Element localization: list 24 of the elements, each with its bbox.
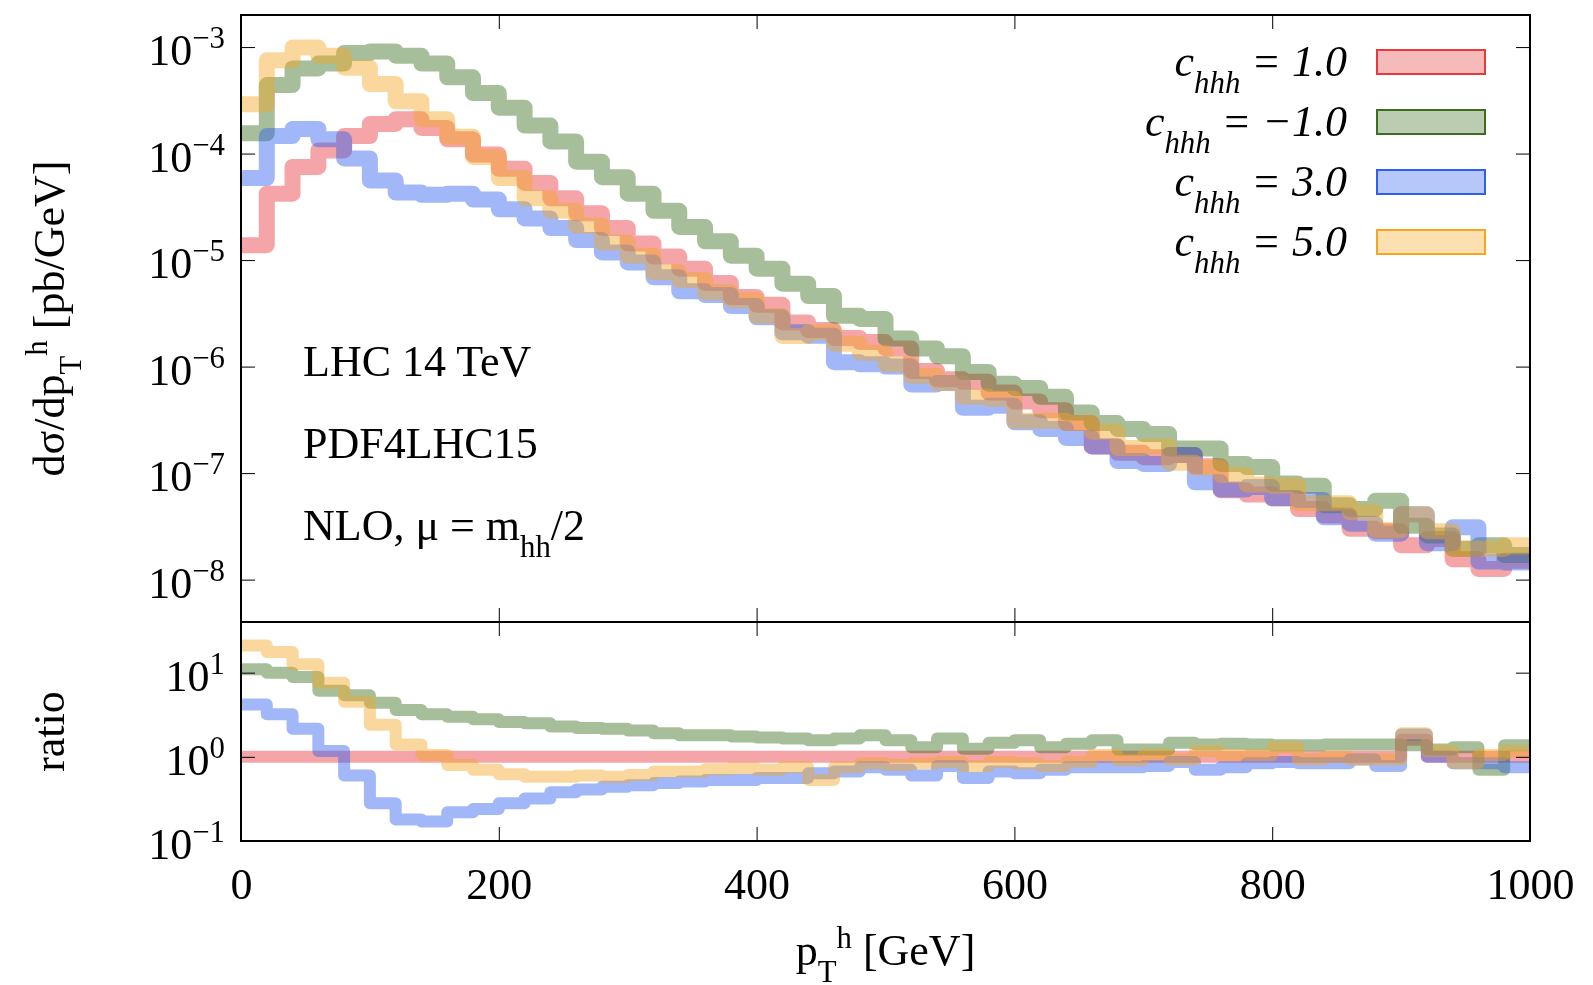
y-tick-label: 10$^{−5}$ (148, 234, 225, 289)
annotation: PDF4LHC15 (303, 419, 538, 468)
y-tick-label: 10$^{1}$ (165, 646, 225, 701)
x-tick-label: 200 (466, 859, 533, 909)
x-tick-label: 800 (1239, 859, 1306, 909)
annotation: LHC 14 TeV (303, 337, 532, 386)
x-tick-label: 0 (230, 859, 253, 909)
legend-label: c$_{hhh}$ = −1.0 (1144, 97, 1347, 160)
x-tick-label: 400 (724, 859, 791, 909)
legend-label: c$_{hhh}$ = 1.0 (1174, 37, 1347, 100)
y-axis-title: ratio (25, 691, 74, 772)
y-tick-label: 10$^{−6}$ (148, 340, 225, 395)
x-tick-label: 600 (981, 859, 1048, 909)
y-tick-label: 10$^{−7}$ (148, 447, 225, 502)
x-tick-label: 1000 (1486, 859, 1575, 909)
legend-label: c$_{hhh}$ = 3.0 (1174, 157, 1347, 220)
x-axis-title: p$_{T}$$^{h}$ [GeV] (795, 921, 976, 985)
y-tick-label: 10$^{−1}$ (148, 815, 225, 870)
y-tick-label: 10$^{−8}$ (148, 553, 225, 608)
y-tick-label: 10$^{0}$ (165, 730, 225, 785)
legend-label: c$_{hhh}$ = 5.0 (1174, 217, 1347, 280)
annotation: NLO, μ = m$_{hh}$/2 (303, 501, 586, 564)
y-tick-label: 10$^{−3}$ (148, 21, 225, 76)
y-tick-label: 10$^{−4}$ (148, 127, 225, 182)
